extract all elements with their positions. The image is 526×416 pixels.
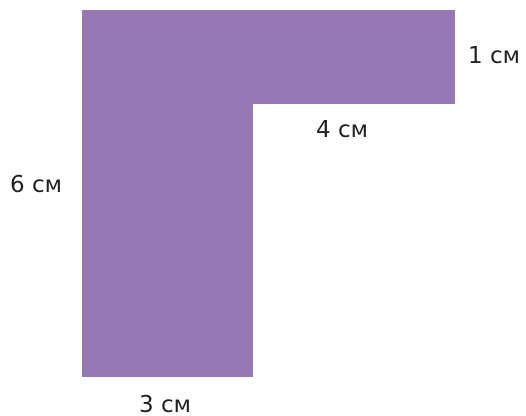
label-inner-side: 4 см bbox=[316, 117, 368, 143]
label-top-right-side: 1 см bbox=[468, 43, 520, 69]
label-bottom-side: 3 см bbox=[139, 392, 191, 416]
l-shaped-polygon bbox=[82, 10, 455, 377]
label-left-side: 6 см bbox=[10, 172, 62, 198]
